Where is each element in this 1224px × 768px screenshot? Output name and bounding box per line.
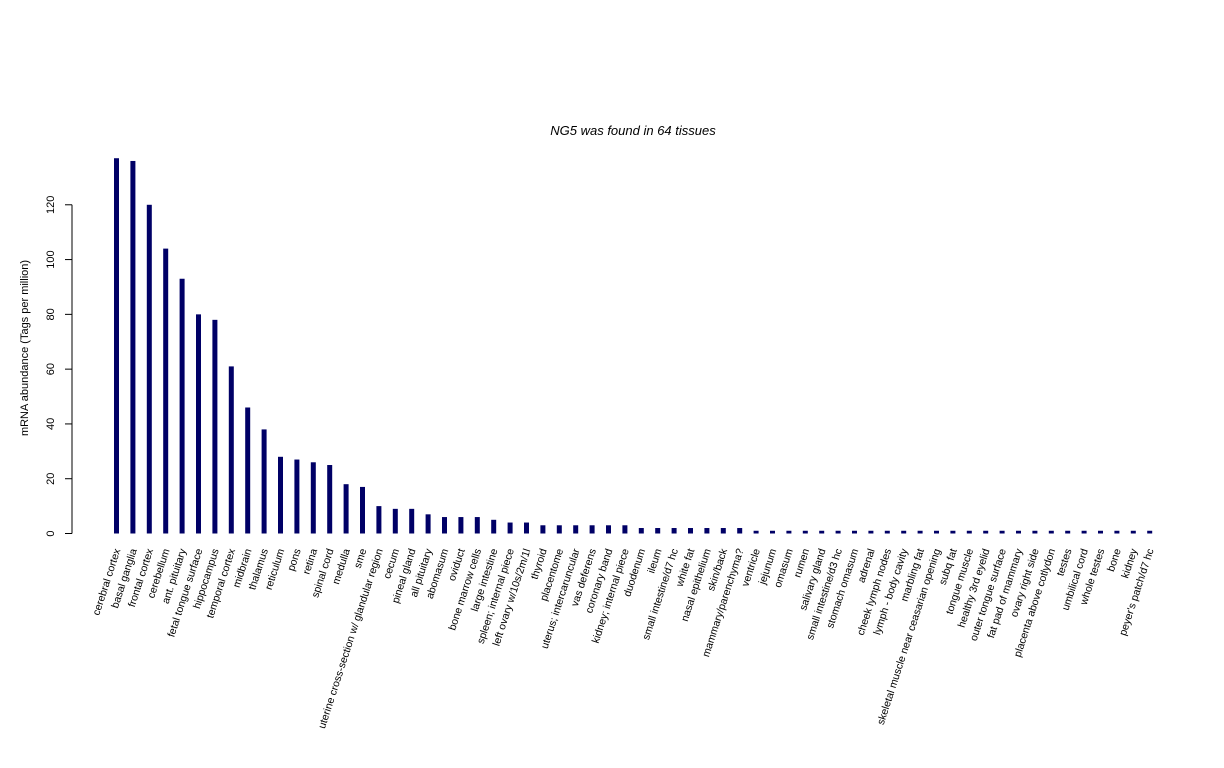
bar <box>146 204 152 534</box>
bar <box>409 508 415 534</box>
bar <box>474 517 480 534</box>
bar <box>360 486 365 534</box>
y-tick-label: 20 <box>45 473 57 485</box>
bar <box>573 525 579 534</box>
y-tick-label: 40 <box>45 418 57 430</box>
bar <box>1147 530 1153 534</box>
bar <box>442 517 447 534</box>
bar <box>1081 530 1087 534</box>
bar <box>114 158 119 534</box>
bar <box>228 366 234 534</box>
bar <box>589 525 595 534</box>
bar <box>507 522 513 534</box>
y-tick-label: 0 <box>45 530 57 536</box>
bar <box>392 508 398 534</box>
bar <box>1016 530 1021 534</box>
bar <box>934 530 939 534</box>
bar <box>852 530 857 534</box>
bar <box>786 530 792 534</box>
bar <box>556 525 562 534</box>
bar <box>966 530 972 534</box>
bar <box>720 528 726 534</box>
bar <box>983 530 989 534</box>
x-tick-label: sme <box>352 547 370 570</box>
bar <box>917 530 923 534</box>
bar <box>770 530 775 534</box>
bar <box>753 530 759 534</box>
bar <box>278 456 283 534</box>
bar <box>688 528 693 534</box>
bar <box>245 407 251 534</box>
y-tick-label: 80 <box>45 308 57 320</box>
bar <box>819 530 825 534</box>
bar <box>606 525 611 534</box>
bar <box>802 530 808 534</box>
bar <box>179 278 185 534</box>
bar <box>310 462 316 534</box>
bar <box>999 530 1005 534</box>
y-tick-label: 60 <box>45 363 57 375</box>
bar <box>212 319 218 534</box>
bar <box>327 465 333 534</box>
bar <box>884 530 890 534</box>
bar <box>1065 530 1071 534</box>
y-axis: 0 20 40 60 80 100 120 <box>45 196 73 537</box>
bar <box>655 528 661 534</box>
chart-title: NG5 was found in 64 tissues <box>550 123 716 138</box>
bar <box>261 429 267 534</box>
bar <box>622 525 628 534</box>
y-tick-label: 100 <box>45 250 57 268</box>
bar <box>294 459 300 534</box>
bars <box>114 158 1153 534</box>
y-axis-label: mRNA abundance (Tags per million) <box>19 260 31 436</box>
bar <box>1098 530 1103 534</box>
bar <box>1130 530 1136 534</box>
bar <box>835 530 841 534</box>
bar <box>540 525 546 534</box>
bar <box>458 517 464 534</box>
bar <box>638 528 644 534</box>
bar <box>901 530 907 534</box>
bar <box>376 506 382 534</box>
bar <box>950 530 956 534</box>
bar <box>704 528 710 534</box>
bar <box>196 314 201 534</box>
bar <box>425 514 431 534</box>
bar <box>868 530 874 534</box>
bar <box>737 528 743 534</box>
bar <box>1114 530 1120 534</box>
bar <box>130 160 136 534</box>
bar <box>1032 530 1038 534</box>
y-tick-label: 120 <box>45 196 57 214</box>
bar <box>491 519 497 534</box>
bar <box>671 528 677 534</box>
bar <box>524 522 529 534</box>
bar <box>163 248 169 534</box>
bar <box>1048 530 1054 534</box>
bar <box>343 484 349 534</box>
